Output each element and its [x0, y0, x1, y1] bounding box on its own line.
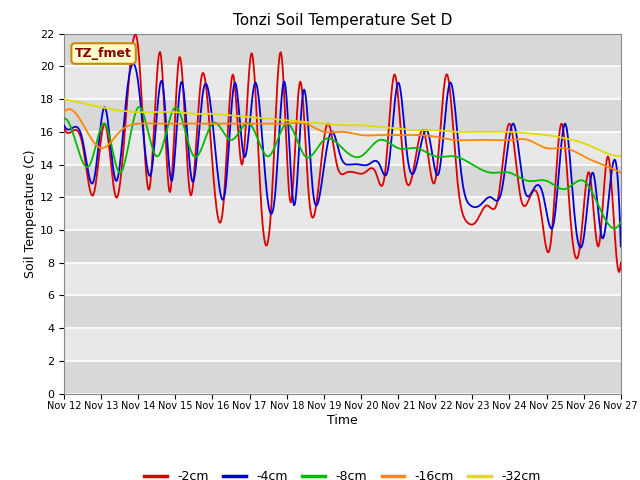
Bar [64, 99, 621, 132]
Bar [64, 295, 621, 328]
Bar [64, 165, 621, 197]
Bar [64, 132, 621, 165]
Title: Tonzi Soil Temperature Set D: Tonzi Soil Temperature Set D [233, 13, 452, 28]
Y-axis label: Soil Temperature (C): Soil Temperature (C) [24, 149, 37, 278]
Bar [64, 66, 621, 99]
Legend: -2cm, -4cm, -8cm, -16cm, -32cm: -2cm, -4cm, -8cm, -16cm, -32cm [140, 465, 545, 480]
Bar [64, 197, 621, 230]
Bar [64, 230, 621, 263]
Bar [64, 328, 621, 361]
Text: TZ_fmet: TZ_fmet [75, 47, 132, 60]
Bar [64, 34, 621, 66]
Bar [64, 1, 621, 34]
X-axis label: Time: Time [327, 414, 358, 427]
Bar [64, 361, 621, 394]
Bar [64, 263, 621, 295]
